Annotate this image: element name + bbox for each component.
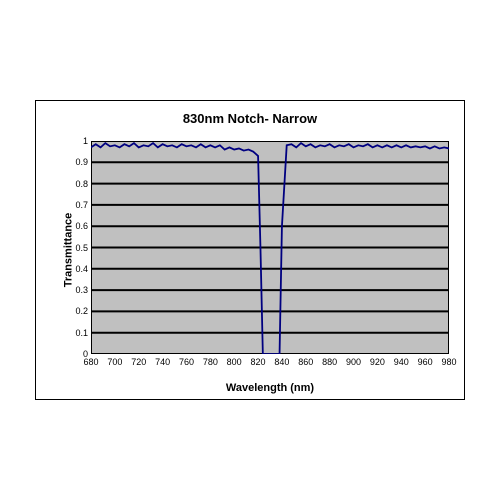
x-tick: 820 xyxy=(251,354,266,367)
y-tick: 0.4 xyxy=(75,264,91,274)
x-tick: 840 xyxy=(274,354,289,367)
y-tick: 0.1 xyxy=(75,328,91,338)
plot-area: 00.10.20.30.40.50.60.70.80.9168070072074… xyxy=(91,141,449,354)
x-tick: 680 xyxy=(83,354,98,367)
plot-svg xyxy=(91,141,449,354)
x-tick: 720 xyxy=(131,354,146,367)
y-tick: 0.5 xyxy=(75,243,91,253)
y-tick: 0.8 xyxy=(75,179,91,189)
x-tick: 880 xyxy=(322,354,337,367)
y-tick: 0.9 xyxy=(75,157,91,167)
y-tick: 0.6 xyxy=(75,221,91,231)
x-tick: 700 xyxy=(107,354,122,367)
y-tick: 1 xyxy=(83,136,91,146)
x-axis-label: Wavelength (nm) xyxy=(91,382,449,394)
x-tick: 920 xyxy=(370,354,385,367)
x-tick: 740 xyxy=(155,354,170,367)
chart-container: 830nm Notch- Narrow Transmittance Wavele… xyxy=(35,100,465,400)
chart-title: 830nm Notch- Narrow xyxy=(36,111,464,126)
x-tick: 940 xyxy=(394,354,409,367)
x-tick: 780 xyxy=(203,354,218,367)
y-tick: 0.3 xyxy=(75,285,91,295)
y-tick: 0.2 xyxy=(75,306,91,316)
x-tick: 900 xyxy=(346,354,361,367)
x-tick: 860 xyxy=(298,354,313,367)
x-tick: 980 xyxy=(441,354,456,367)
x-tick: 760 xyxy=(179,354,194,367)
y-axis-label: Transmittance xyxy=(62,213,74,288)
x-tick: 800 xyxy=(227,354,242,367)
y-tick: 0.7 xyxy=(75,200,91,210)
x-tick: 960 xyxy=(418,354,433,367)
